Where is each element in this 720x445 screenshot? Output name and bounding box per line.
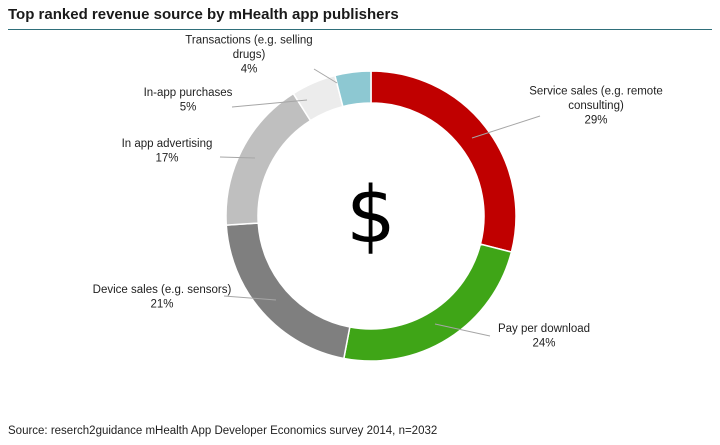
dollar-sign-icon: $ xyxy=(346,171,396,261)
slice-value-label-0: 29% xyxy=(584,115,607,127)
slice-label-5: drugs) xyxy=(233,49,266,61)
source-note: Source: reserch2guidance mHealth App Dev… xyxy=(8,425,438,437)
title-divider xyxy=(8,29,712,30)
slices-group xyxy=(225,70,517,362)
slice-label-0: Service sales (e.g. remote xyxy=(529,86,663,98)
slice-label-0: consulting) xyxy=(568,100,624,112)
slice-value-label-1: 24% xyxy=(532,337,555,349)
slice-value-label-4: 5% xyxy=(180,101,197,113)
donut-slice-5 xyxy=(334,70,372,108)
slice-label-4: In-app purchases xyxy=(144,87,233,99)
slice-label-2: Device sales (e.g. sensors) xyxy=(93,284,232,296)
leader-line-5 xyxy=(313,68,338,84)
chart-title: Top ranked revenue source by mHealth app… xyxy=(8,6,399,23)
slice-labels-group: Service sales (e.g. remote consulting) 29%… xyxy=(93,35,663,350)
slice-label-1: Pay per download xyxy=(498,323,590,335)
leader-line-0 xyxy=(471,115,541,139)
donut-slice-2 xyxy=(225,222,351,360)
leader-line-4 xyxy=(231,99,308,108)
leader-line-3 xyxy=(219,156,256,159)
leader-line-1 xyxy=(434,323,491,337)
slice-label-5: Transactions (e.g. selling xyxy=(185,35,312,47)
slice-value-label-3: 17% xyxy=(155,152,178,164)
leader-line-2 xyxy=(223,295,277,301)
leader-lines-group xyxy=(219,68,541,337)
donut-slice-1 xyxy=(342,243,513,362)
slice-label-3: In app advertising xyxy=(122,138,213,150)
donut-slice-3 xyxy=(225,92,312,226)
slice-value-label-5: 4% xyxy=(241,64,258,76)
slice-value-label-2: 21% xyxy=(150,298,173,310)
